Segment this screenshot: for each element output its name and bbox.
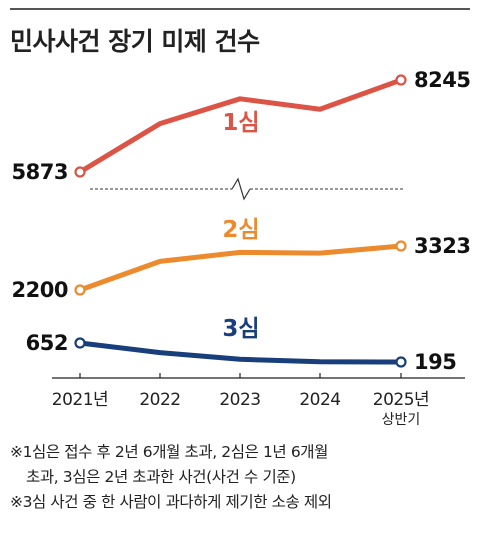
end-value-label: 8245 — [414, 68, 470, 92]
endpoint-marker — [74, 166, 86, 178]
endpoint-marker — [395, 240, 407, 252]
footnote-2: ※3심 사건 중 한 사람이 과다하게 제기한 소송 제외 — [10, 493, 332, 511]
break-zigzag — [231, 177, 251, 201]
x-tick-label: 2023 — [219, 390, 260, 410]
series-name-label: 3심 — [222, 316, 259, 342]
start-value-label: 2200 — [12, 278, 68, 302]
footnote-1-continued: 초과, 3심은 2년 초과한 사건(사건 수 기준) — [26, 468, 296, 486]
endpoint-marker — [395, 356, 407, 368]
x-tick-sublabel: 상반기 — [382, 412, 421, 428]
series-lines — [77, 77, 404, 365]
series-name-label: 2심 — [222, 217, 259, 243]
series-line — [77, 77, 404, 175]
start-value-label: 5873 — [12, 160, 68, 184]
x-tick-label: 2021년 — [52, 390, 108, 410]
endpoint-marker — [74, 337, 86, 349]
endpoint-marker — [74, 284, 86, 296]
x-tick-label: 2024 — [299, 390, 340, 410]
end-value-label: 3323 — [414, 234, 470, 258]
series-line — [77, 243, 404, 293]
series-labels: 1심 5873 8245 2심 2200 3323 3심 652 195 — [12, 68, 471, 374]
start-value-label: 652 — [26, 331, 68, 355]
series-name-label: 1심 — [222, 110, 259, 136]
chart-title: 민사사건 장기 미제 건수 — [10, 27, 260, 56]
footnotes: ※1심은 접수 후 2년 6개월 초과, 2심은 1년 6개월 초과, 3심은 … — [10, 440, 475, 515]
series-points — [74, 74, 407, 368]
axis-break — [90, 177, 404, 201]
endpoint-marker — [395, 74, 407, 86]
x-tick-label: 2022 — [139, 390, 180, 410]
top-rule — [10, 8, 470, 10]
series-line — [77, 340, 404, 365]
x-tick-label: 2025년 — [373, 390, 429, 410]
footnote-1: ※1심은 접수 후 2년 6개월 초과, 2심은 1년 6개월 — [10, 443, 329, 461]
end-value-label: 195 — [414, 350, 456, 374]
